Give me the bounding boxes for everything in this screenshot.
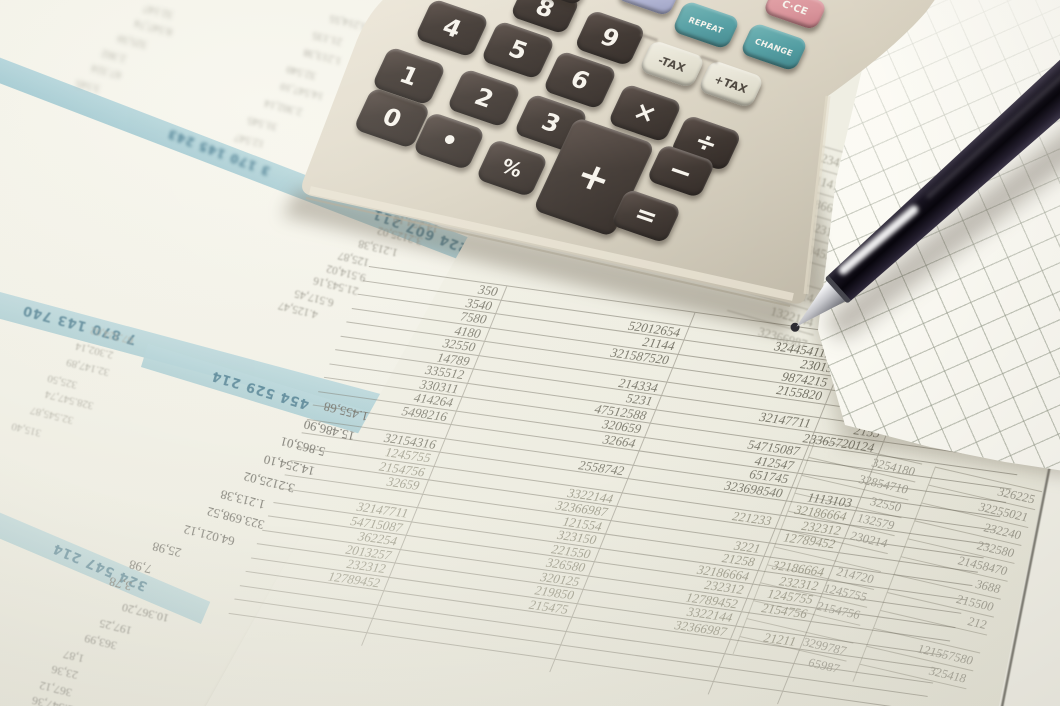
photo-accounting-desk: 3 170 145 243224 607 2117 870 143 740454… [0,0,1060,706]
